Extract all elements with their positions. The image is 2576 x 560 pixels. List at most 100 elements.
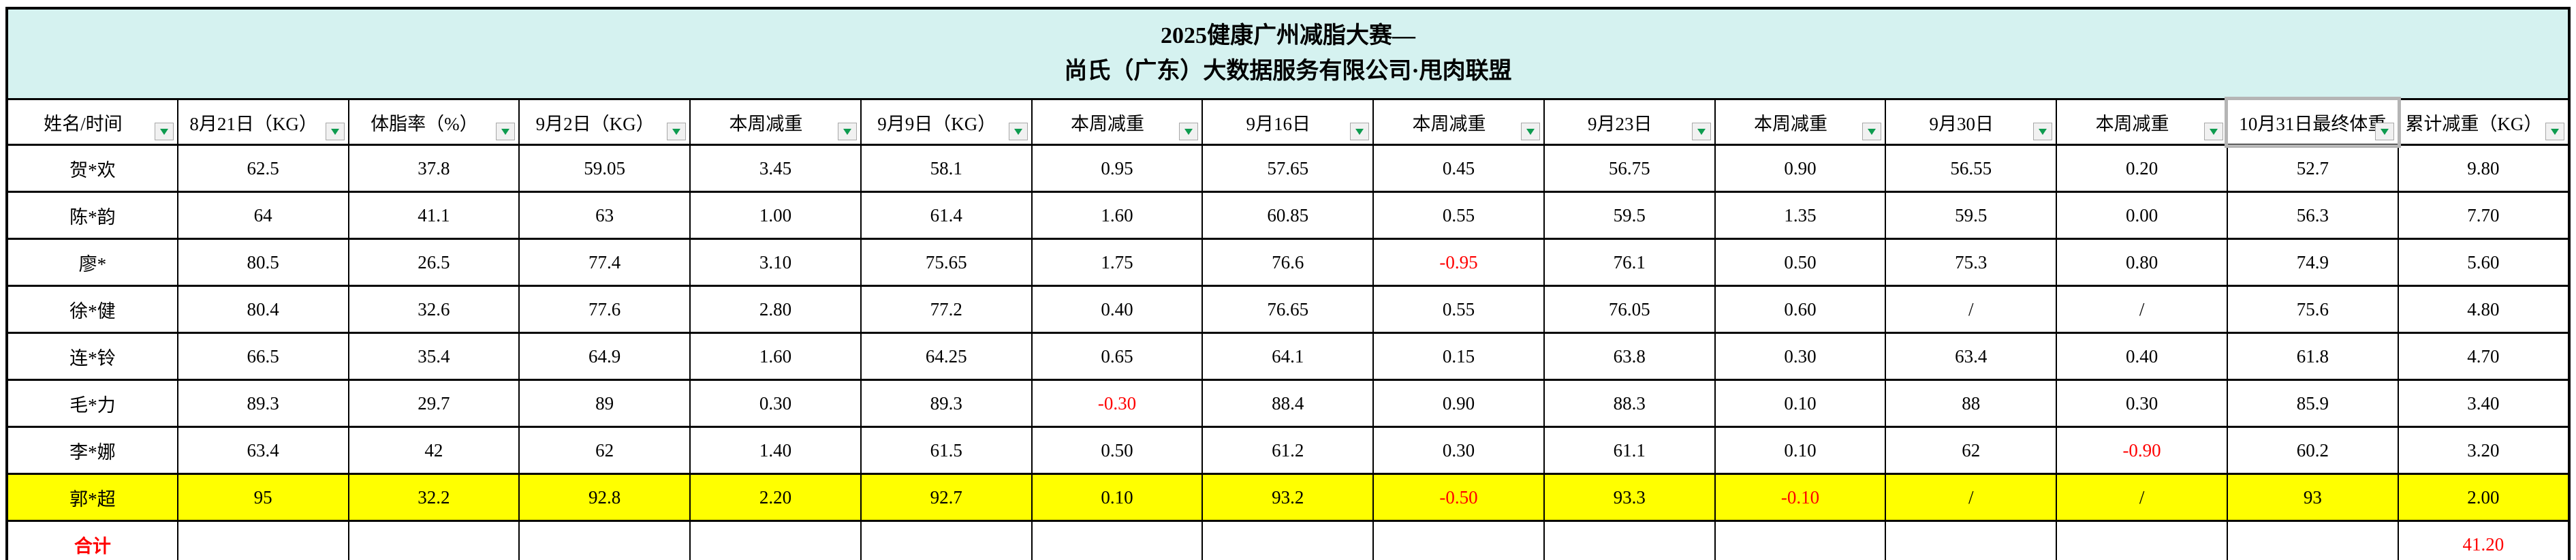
data-cell[interactable]: 2.20 [689, 473, 862, 522]
filter-dropdown-icon[interactable] [1862, 123, 1882, 140]
data-cell[interactable]: 93.2 [1201, 473, 1375, 522]
data-cell[interactable]: 1.75 [1031, 238, 1204, 287]
row-name-cell[interactable]: 李*娜 [6, 426, 178, 475]
data-cell[interactable]: 1.40 [689, 426, 862, 475]
data-cell[interactable]: 89 [518, 379, 691, 428]
filter-dropdown-icon[interactable] [1350, 123, 1370, 140]
data-cell[interactable]: 0.10 [1714, 426, 1887, 475]
filter-dropdown-icon[interactable] [2545, 123, 2564, 140]
data-cell[interactable]: 56.75 [1543, 144, 1716, 193]
data-cell[interactable] [2226, 520, 2399, 560]
column-header-cell[interactable]: 体脂率（%） [347, 98, 520, 146]
data-cell[interactable] [689, 520, 862, 560]
data-cell[interactable]: 1.60 [689, 332, 862, 381]
data-cell[interactable]: 89.3 [176, 379, 349, 428]
row-name-cell[interactable]: 郭*超 [6, 473, 178, 522]
title-cell[interactable]: 2025健康广州减脂大赛— 尚氏（广东）大数据服务有限公司·甩肉联盟 [6, 7, 2570, 100]
data-cell[interactable]: 95 [176, 473, 349, 522]
data-cell[interactable]: / [1885, 285, 2058, 334]
data-cell[interactable]: 76.6 [1201, 238, 1375, 287]
data-cell[interactable]: 60.85 [1201, 191, 1375, 240]
data-cell[interactable]: 76.05 [1543, 285, 1716, 334]
column-header-cell[interactable]: 姓名/时间 [6, 98, 178, 146]
data-cell[interactable]: 0.40 [1031, 285, 1204, 334]
row-name-cell[interactable]: 徐*健 [6, 285, 178, 334]
data-cell[interactable]: 3.45 [689, 144, 862, 193]
data-cell[interactable] [1543, 520, 1716, 560]
data-cell[interactable]: 64.1 [1201, 332, 1375, 381]
data-cell[interactable]: 88.3 [1543, 379, 1716, 428]
data-cell[interactable]: 0.00 [2056, 191, 2228, 240]
data-cell[interactable]: 1.60 [1031, 191, 1204, 240]
data-cell[interactable] [1201, 520, 1375, 560]
data-cell[interactable] [860, 520, 1033, 560]
data-cell[interactable]: 0.50 [1031, 426, 1204, 475]
data-cell[interactable]: 61.2 [1201, 426, 1375, 475]
column-header-cell[interactable]: 9月30日 [1885, 98, 2058, 146]
data-cell[interactable]: 41.20 [2397, 520, 2571, 560]
data-cell[interactable]: 58.1 [860, 144, 1033, 193]
column-header-cell[interactable]: 9月23日 [1543, 98, 1716, 146]
row-name-cell[interactable]: 连*铃 [6, 332, 178, 381]
data-cell[interactable]: 3.40 [2397, 379, 2571, 428]
data-cell[interactable] [347, 520, 520, 560]
data-cell[interactable]: 7.70 [2397, 191, 2571, 240]
filter-dropdown-icon[interactable] [2203, 123, 2223, 140]
data-cell[interactable]: 76.1 [1543, 238, 1716, 287]
data-cell[interactable]: 93 [2226, 473, 2399, 522]
data-cell[interactable]: 62 [1885, 426, 2058, 475]
data-cell[interactable]: 62.5 [176, 144, 349, 193]
data-cell[interactable]: 5.60 [2397, 238, 2571, 287]
data-cell[interactable]: 42 [347, 426, 520, 475]
filter-dropdown-icon[interactable] [837, 123, 857, 140]
data-cell[interactable]: 0.40 [2056, 332, 2228, 381]
data-cell[interactable]: 0.90 [1372, 379, 1545, 428]
data-cell[interactable]: 32.6 [347, 285, 520, 334]
data-cell[interactable]: 0.20 [2056, 144, 2228, 193]
data-cell[interactable]: 0.10 [1031, 473, 1204, 522]
data-cell[interactable]: 63.4 [1885, 332, 2058, 381]
data-cell[interactable]: 59.5 [1543, 191, 1716, 240]
data-cell[interactable]: 35.4 [347, 332, 520, 381]
column-header-cell-selected[interactable]: 10月31日最终体重 [2224, 96, 2401, 148]
data-cell[interactable]: 80.4 [176, 285, 349, 334]
data-cell[interactable]: 77.6 [518, 285, 691, 334]
data-cell[interactable]: 3.20 [2397, 426, 2571, 475]
data-cell[interactable]: 76.65 [1201, 285, 1375, 334]
data-cell[interactable]: 0.30 [1714, 332, 1887, 381]
filter-dropdown-icon[interactable] [1008, 123, 1028, 140]
data-cell[interactable]: 41.1 [347, 191, 520, 240]
row-name-cell[interactable]: 陈*韵 [6, 191, 178, 240]
data-cell[interactable]: -0.30 [1031, 379, 1204, 428]
column-header-cell[interactable]: 本周减重 [1714, 98, 1887, 146]
data-cell[interactable]: 9.80 [2397, 144, 2571, 193]
data-cell[interactable]: 0.80 [2056, 238, 2228, 287]
data-cell[interactable]: 59.5 [1885, 191, 2058, 240]
data-cell[interactable]: 63.4 [176, 426, 349, 475]
row-name-cell[interactable]: 毛*力 [6, 379, 178, 428]
data-cell[interactable]: / [2056, 473, 2228, 522]
data-cell[interactable] [1714, 520, 1887, 560]
data-cell[interactable]: -0.10 [1714, 473, 1887, 522]
data-cell[interactable]: 29.7 [347, 379, 520, 428]
filter-dropdown-icon[interactable] [154, 123, 174, 140]
filter-dropdown-icon[interactable] [1179, 123, 1199, 140]
data-cell[interactable]: 0.60 [1714, 285, 1887, 334]
data-cell[interactable]: 61.1 [1543, 426, 1716, 475]
data-cell[interactable]: 75.3 [1885, 238, 2058, 287]
data-cell[interactable]: -0.90 [2056, 426, 2228, 475]
data-cell[interactable]: 64.9 [518, 332, 691, 381]
data-cell[interactable]: 56.3 [2226, 191, 2399, 240]
column-header-cell[interactable]: 8月21日（KG） [176, 98, 349, 146]
data-cell[interactable] [176, 520, 349, 560]
data-cell[interactable]: 2.00 [2397, 473, 2571, 522]
data-cell[interactable]: 60.2 [2226, 426, 2399, 475]
filter-dropdown-icon[interactable] [667, 123, 687, 140]
data-cell[interactable]: 0.30 [2056, 379, 2228, 428]
data-cell[interactable]: 0.90 [1714, 144, 1887, 193]
data-cell[interactable]: 74.9 [2226, 238, 2399, 287]
column-header-cell[interactable]: 9月16日 [1201, 98, 1375, 146]
filter-dropdown-icon[interactable] [496, 123, 516, 140]
column-header-cell[interactable]: 本周减重 [1372, 98, 1545, 146]
data-cell[interactable]: 88.4 [1201, 379, 1375, 428]
